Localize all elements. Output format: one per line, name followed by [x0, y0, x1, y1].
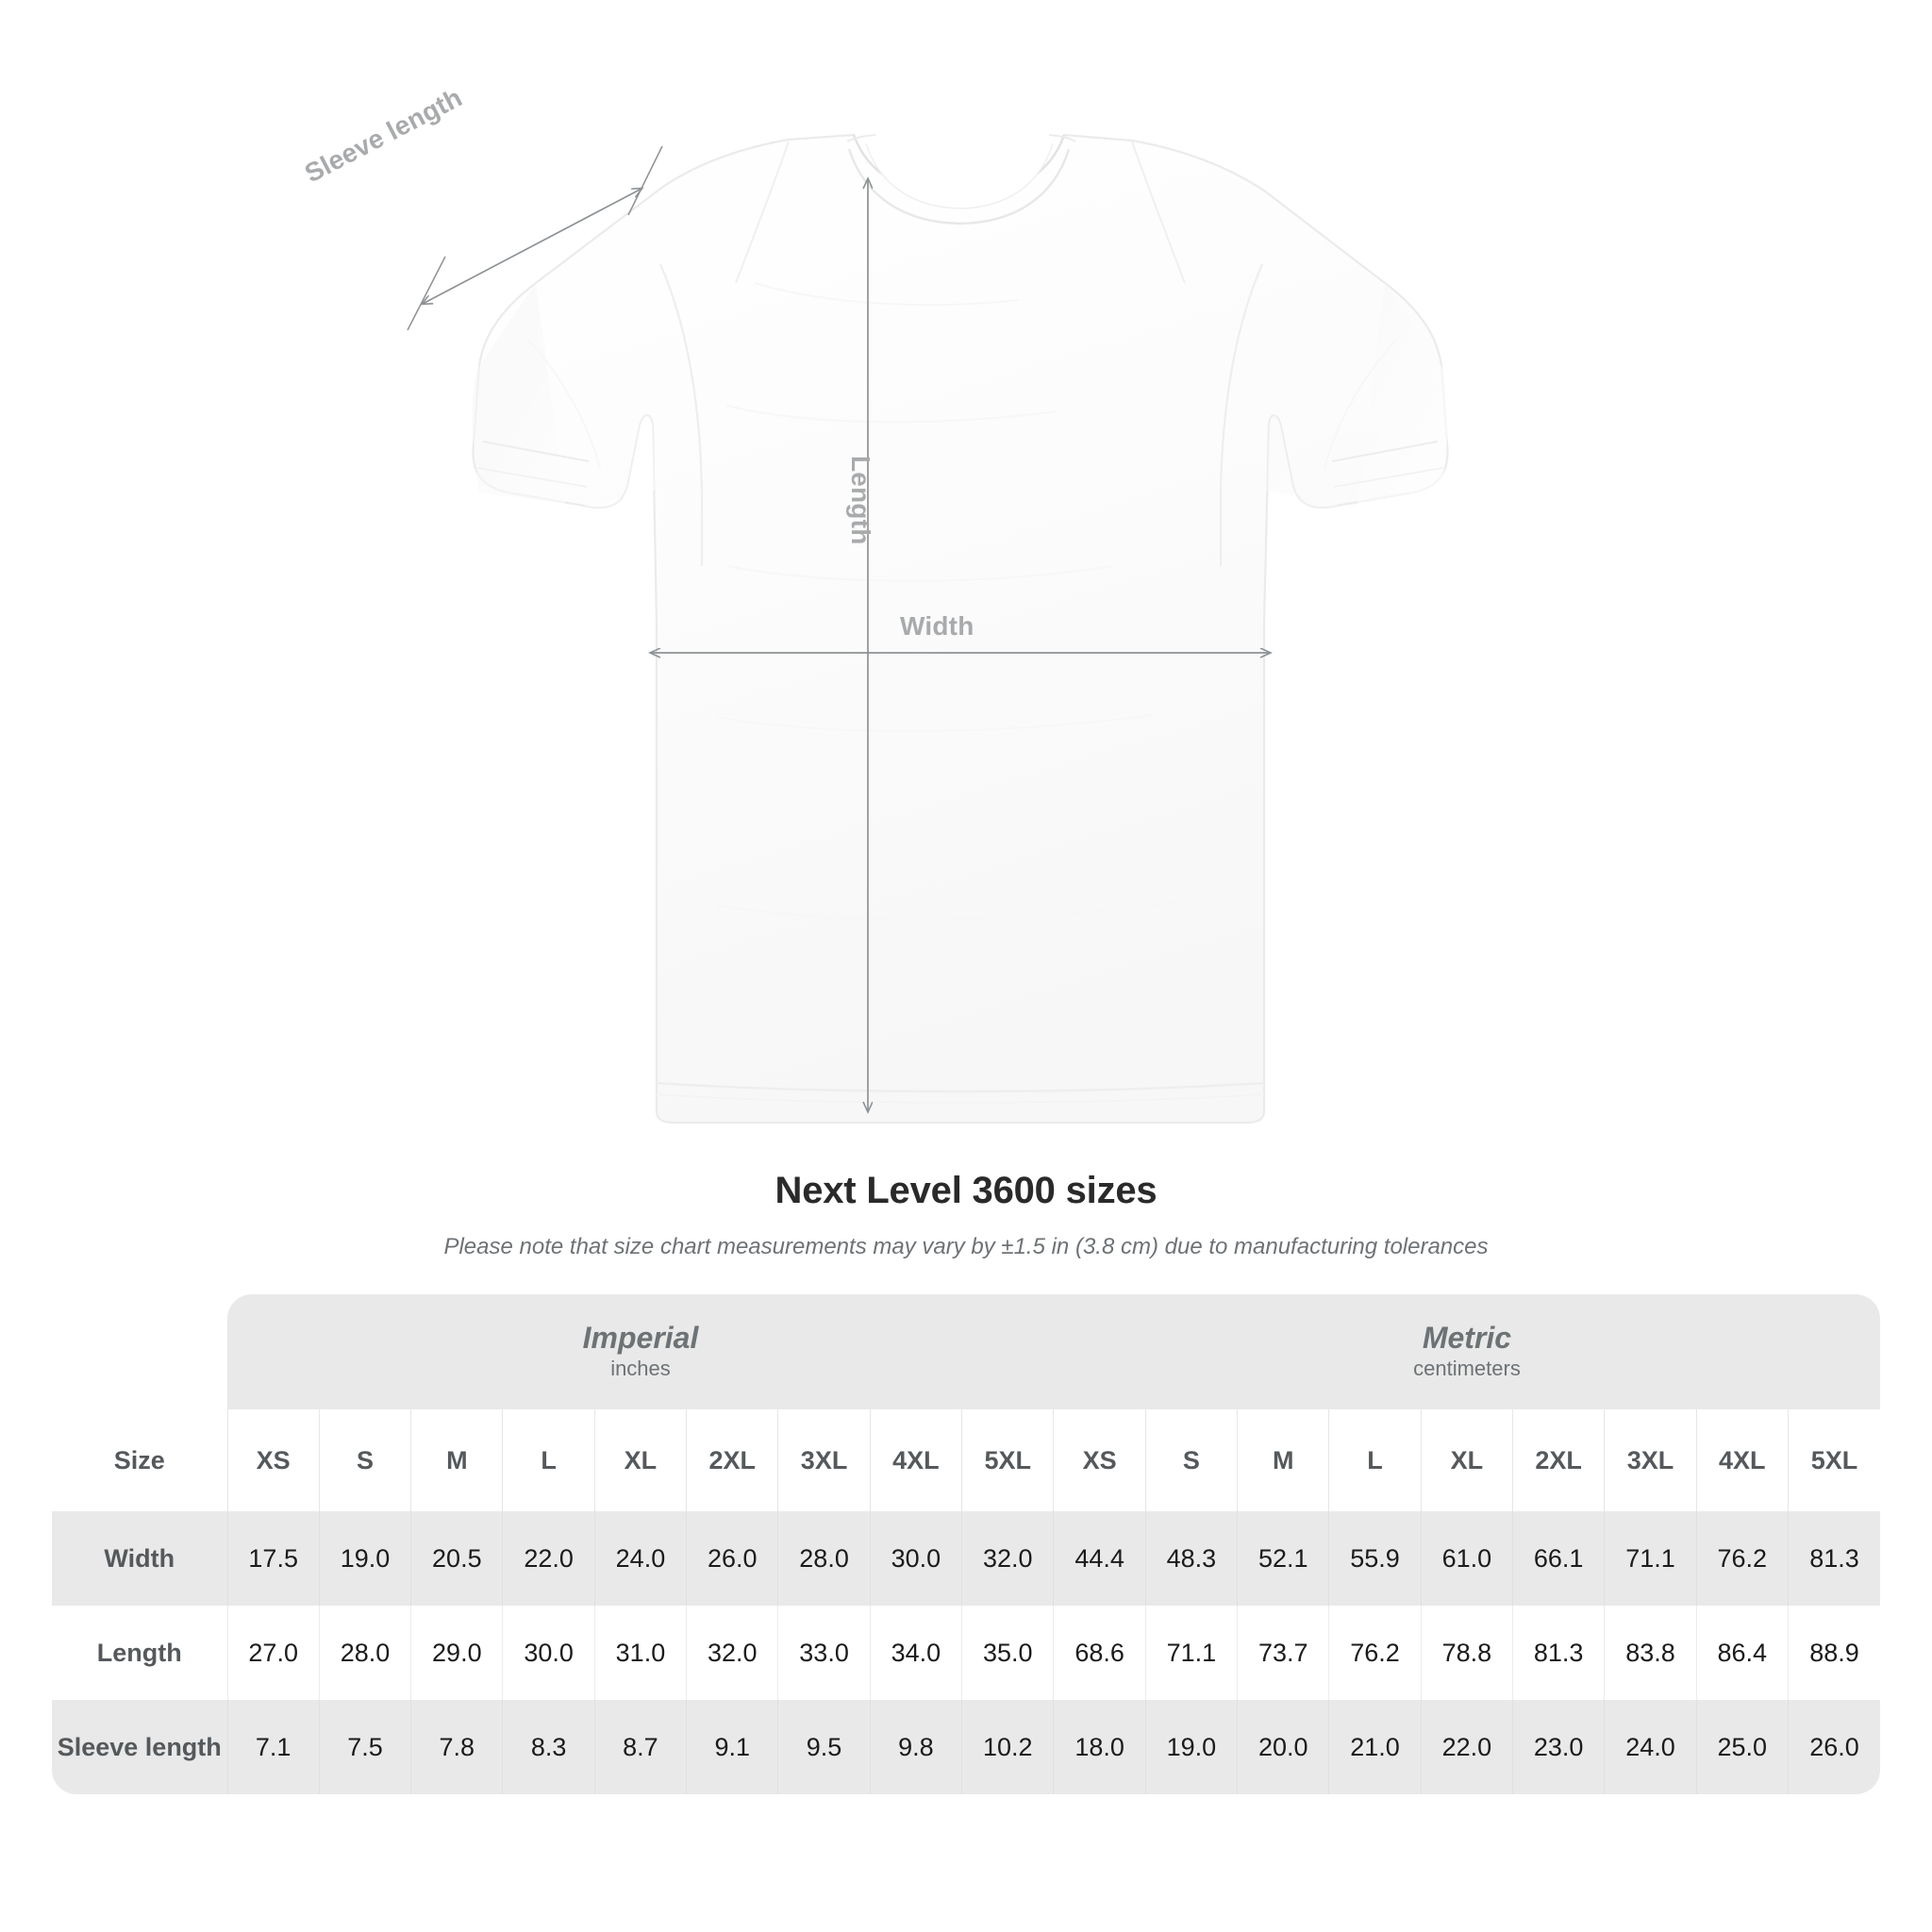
- unit-group-imperial: Imperial inches: [227, 1294, 1054, 1409]
- unit-band-spacer: [52, 1294, 228, 1409]
- cell-length-metric-s: 71.1: [1144, 1606, 1238, 1700]
- size-header-imperial-4xl: 4XL: [869, 1409, 962, 1511]
- size-header-row: Size XS S M L XL 2XL 3XL 4XL 5XL XS S M …: [52, 1409, 1880, 1511]
- cell-sleeve-metric-5xl: 26.0: [1787, 1700, 1880, 1794]
- length-annotation: Length: [846, 456, 875, 545]
- measurement-arrows: [407, 145, 1270, 1111]
- size-header-imperial-5xl: 5XL: [961, 1409, 1054, 1511]
- cell-sleeve-imperial-4xl: 9.8: [869, 1700, 962, 1794]
- cell-sleeve-metric-xs: 18.0: [1053, 1700, 1146, 1794]
- size-header-metric-xs: XS: [1053, 1409, 1146, 1511]
- size-header-metric-s: S: [1144, 1409, 1238, 1511]
- row-label-width: Width: [52, 1511, 228, 1606]
- unit-group-metric-unit: centimeters: [1413, 1357, 1521, 1381]
- size-header-imperial-xl: XL: [593, 1409, 687, 1511]
- cell-width-imperial-5xl: 32.0: [961, 1511, 1054, 1606]
- cell-sleeve-imperial-s: 7.5: [318, 1700, 411, 1794]
- cell-width-imperial-l: 22.0: [502, 1511, 595, 1606]
- size-header-metric-5xl: 5XL: [1787, 1409, 1880, 1511]
- size-chart-table: Imperial inches Metric centimeters Size …: [52, 1294, 1880, 1794]
- cell-sleeve-metric-4xl: 25.0: [1695, 1700, 1789, 1794]
- cell-length-imperial-3xl: 33.0: [777, 1606, 871, 1700]
- cell-length-imperial-xl: 31.0: [593, 1606, 687, 1700]
- page-subtitle: Please note that size chart measurements…: [443, 1234, 1489, 1259]
- size-header-metric-xl: XL: [1420, 1409, 1513, 1511]
- cell-length-metric-xl: 78.8: [1420, 1606, 1513, 1700]
- size-header-imperial-3xl: 3XL: [777, 1409, 871, 1511]
- cell-sleeve-metric-s: 19.0: [1144, 1700, 1238, 1794]
- page-title: Next Level 3600 sizes: [774, 1170, 1158, 1211]
- table-row: Width 17.5 19.0 20.5 22.0 24.0 26.0 28.0…: [52, 1511, 1880, 1606]
- cell-length-imperial-4xl: 34.0: [869, 1606, 962, 1700]
- cell-length-metric-l: 76.2: [1328, 1606, 1422, 1700]
- size-header-label: Size: [52, 1409, 228, 1511]
- cell-sleeve-metric-xl: 22.0: [1420, 1700, 1513, 1794]
- cell-width-metric-m: 52.1: [1237, 1511, 1329, 1606]
- cell-sleeve-metric-3xl: 24.0: [1604, 1700, 1697, 1794]
- cell-sleeve-metric-2xl: 23.0: [1511, 1700, 1605, 1794]
- size-header-metric-2xl: 2XL: [1511, 1409, 1605, 1511]
- cell-width-metric-2xl: 66.1: [1511, 1511, 1605, 1606]
- cell-sleeve-imperial-3xl: 9.5: [777, 1700, 871, 1794]
- cell-sleeve-imperial-5xl: 10.2: [961, 1700, 1054, 1794]
- row-label-length: Length: [52, 1606, 228, 1700]
- cell-width-metric-l: 55.9: [1328, 1511, 1422, 1606]
- cell-length-imperial-xs: 27.0: [226, 1606, 320, 1700]
- cell-sleeve-metric-l: 21.0: [1328, 1700, 1422, 1794]
- size-header-imperial-m: M: [410, 1409, 503, 1511]
- cell-length-metric-4xl: 86.4: [1695, 1606, 1789, 1700]
- size-header-imperial-xs: XS: [226, 1409, 320, 1511]
- width-annotation: Width: [900, 611, 974, 641]
- size-header-metric-l: L: [1328, 1409, 1422, 1511]
- size-header-imperial-l: L: [502, 1409, 595, 1511]
- cell-length-metric-m: 73.7: [1237, 1606, 1329, 1700]
- cell-length-imperial-5xl: 35.0: [961, 1606, 1054, 1700]
- unit-group-imperial-unit: inches: [610, 1357, 671, 1381]
- cell-width-imperial-s: 19.0: [318, 1511, 411, 1606]
- cell-width-imperial-2xl: 26.0: [686, 1511, 778, 1606]
- size-header-metric-4xl: 4XL: [1695, 1409, 1789, 1511]
- size-header-metric-3xl: 3XL: [1604, 1409, 1697, 1511]
- cell-width-imperial-4xl: 30.0: [869, 1511, 962, 1606]
- cell-sleeve-imperial-l: 8.3: [502, 1700, 595, 1794]
- unit-group-metric-name: Metric: [1422, 1321, 1512, 1356]
- cell-length-metric-5xl: 88.9: [1787, 1606, 1880, 1700]
- cell-width-metric-xl: 61.0: [1420, 1511, 1513, 1606]
- cell-width-metric-s: 48.3: [1144, 1511, 1238, 1606]
- cell-width-imperial-m: 20.5: [410, 1511, 503, 1606]
- cell-width-imperial-xl: 24.0: [593, 1511, 687, 1606]
- cell-length-imperial-m: 29.0: [410, 1606, 503, 1700]
- cell-length-metric-2xl: 81.3: [1511, 1606, 1605, 1700]
- row-label-sleeve-length: Sleeve length: [52, 1700, 228, 1794]
- size-header-imperial-2xl: 2XL: [686, 1409, 778, 1511]
- size-header-metric-m: M: [1237, 1409, 1329, 1511]
- table-row: Sleeve length 7.1 7.5 7.8 8.3 8.7 9.1 9.…: [52, 1700, 1880, 1794]
- cell-sleeve-imperial-2xl: 9.1: [686, 1700, 778, 1794]
- cell-width-metric-5xl: 81.3: [1787, 1511, 1880, 1606]
- unit-band-row: Imperial inches Metric centimeters: [52, 1294, 1880, 1409]
- cell-sleeve-imperial-xl: 8.7: [593, 1700, 687, 1794]
- cell-length-metric-3xl: 83.8: [1604, 1606, 1697, 1700]
- cell-width-imperial-3xl: 28.0: [777, 1511, 871, 1606]
- cell-width-imperial-xs: 17.5: [226, 1511, 320, 1606]
- cell-length-metric-xs: 68.6: [1053, 1606, 1146, 1700]
- unit-group-imperial-name: Imperial: [582, 1321, 699, 1356]
- cell-width-metric-4xl: 76.2: [1695, 1511, 1789, 1606]
- cell-length-imperial-s: 28.0: [318, 1606, 411, 1700]
- cell-length-imperial-2xl: 32.0: [686, 1606, 778, 1700]
- unit-group-metric: Metric centimeters: [1053, 1294, 1880, 1409]
- cell-sleeve-imperial-m: 7.8: [410, 1700, 503, 1794]
- cell-sleeve-imperial-xs: 7.1: [226, 1700, 320, 1794]
- size-header-imperial-s: S: [318, 1409, 411, 1511]
- cell-sleeve-metric-m: 20.0: [1237, 1700, 1329, 1794]
- size-table-wrapper: Imperial inches Metric centimeters Size …: [52, 1294, 1880, 1794]
- cell-width-metric-xs: 44.4: [1053, 1511, 1146, 1606]
- cell-length-imperial-l: 30.0: [502, 1606, 595, 1700]
- tshirt-measurement-diagram: Sleeve length Length Width: [300, 82, 1449, 1124]
- cell-width-metric-3xl: 71.1: [1604, 1511, 1697, 1606]
- table-row: Length 27.0 28.0 29.0 30.0 31.0 32.0 33.…: [52, 1606, 1880, 1700]
